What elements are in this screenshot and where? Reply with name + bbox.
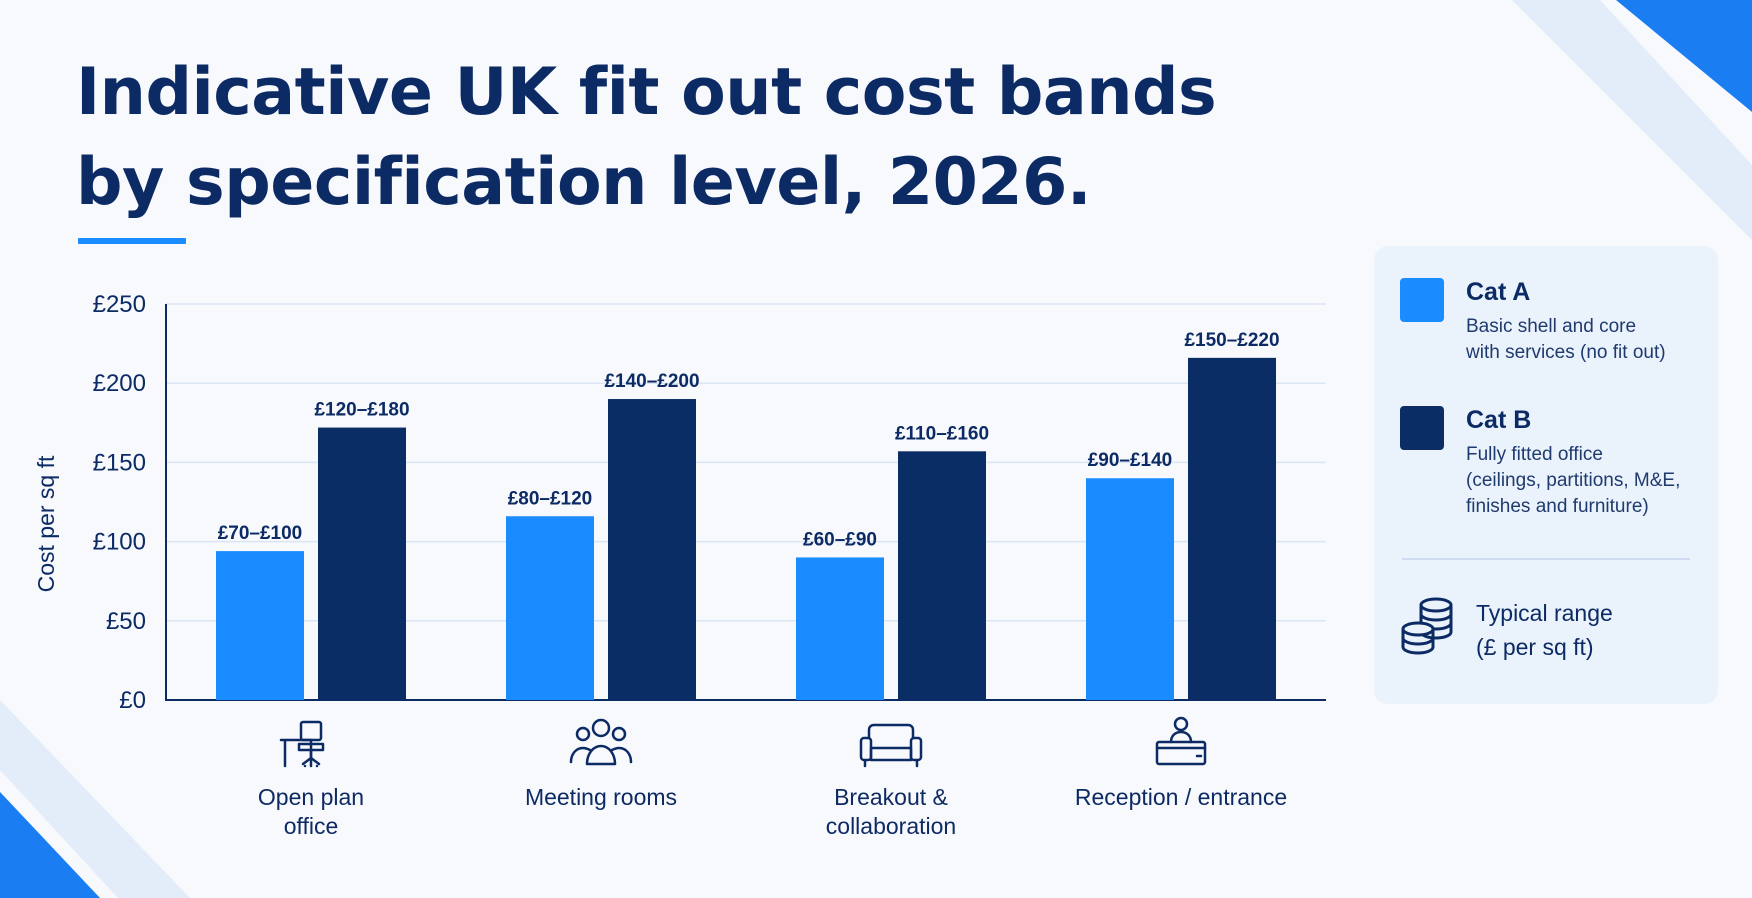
legend-desc-line: (ceilings, partitions, M&E, [1466, 470, 1681, 491]
legend-title-cat-b: Cat B [1466, 406, 1532, 434]
page-title: Indicative UK fit out cost bands by spec… [76, 48, 1217, 228]
title-line-2: by specification level, 2026. [76, 145, 1092, 220]
y-tick-label: £100 [93, 529, 146, 556]
data-label: £70–£100 [218, 523, 303, 544]
y-tick-label: £50 [106, 608, 146, 635]
bar-cat-b [318, 427, 406, 700]
x-category-label-line: Breakout & [834, 784, 948, 810]
data-label: £80–£120 [508, 488, 593, 509]
desk-chair-icon [279, 720, 325, 768]
legend-desc-cat-b: Fully fitted office (ceilings, partition… [1466, 442, 1706, 520]
y-axis-title: Cost per sq ft [33, 455, 59, 592]
data-label: £110–£160 [895, 423, 989, 444]
bar-cat-a [216, 551, 304, 700]
legend-title-cat-a: Cat A [1466, 278, 1531, 306]
x-category-label-line: collaboration [825, 813, 957, 839]
x-category-label-line: Meeting rooms [524, 784, 678, 810]
legend-desc-line: Basic shell and core [1466, 316, 1637, 337]
bar-chart: £0 £50 £100 £150 £200 £250 Cost per sq ft £70–£… [33, 291, 1326, 714]
x-category-label-line: office [283, 813, 339, 839]
title-underline [78, 238, 186, 244]
reception-desk-icon [1155, 716, 1207, 766]
y-tick-label: £250 [93, 291, 146, 318]
y-tick-label: £0 [119, 687, 146, 714]
data-label: £120–£180 [314, 400, 409, 421]
title-line-1: Indicative UK fit out cost bands [76, 55, 1217, 130]
people-group-icon [569, 718, 633, 766]
legend-divider [1402, 558, 1690, 560]
bar-cat-a [1086, 478, 1174, 700]
sofa-icon [859, 723, 923, 768]
bar-cat-b [898, 451, 986, 700]
legend-note: Typical range (£ per sq ft) [1476, 596, 1696, 664]
legend-note-line: (£ per sq ft) [1476, 634, 1594, 660]
bar-cat-a [796, 557, 884, 700]
bar-cat-a [506, 516, 594, 700]
data-label: £60–£90 [803, 529, 877, 550]
bar-cat-b [1188, 357, 1276, 700]
coin-stack-icon [1401, 597, 1453, 655]
x-category-label: Reception / entrance [1051, 783, 1311, 812]
legend-swatch-cat-b [1400, 406, 1444, 450]
data-label: £140–£200 [604, 371, 699, 392]
legend-panel: Cat A Basic shell and core with services… [1374, 246, 1718, 704]
data-label: £150–£220 [1184, 330, 1279, 351]
legend-desc-line: with services (no fit out) [1466, 342, 1666, 363]
legend-swatch-cat-a [1400, 278, 1444, 322]
x-category-label-line: Reception / entrance [1074, 784, 1288, 810]
bar-cat-b [608, 399, 696, 700]
data-label: £90–£140 [1088, 450, 1173, 471]
legend-note-line: Typical range [1476, 600, 1613, 626]
x-category-label-line: Open plan [257, 784, 365, 810]
x-category-label: Open plan office [181, 783, 441, 841]
x-category-label: Breakout & collaboration [761, 783, 1021, 841]
legend-desc-line: finishes and furniture) [1466, 496, 1649, 517]
legend-desc-cat-a: Basic shell and core with services (no f… [1466, 314, 1706, 366]
y-tick-label: £150 [93, 449, 146, 476]
legend-desc-line: Fully fitted office [1466, 444, 1603, 465]
y-tick-label: £200 [93, 370, 146, 397]
x-category-label: Meeting rooms [471, 783, 731, 812]
